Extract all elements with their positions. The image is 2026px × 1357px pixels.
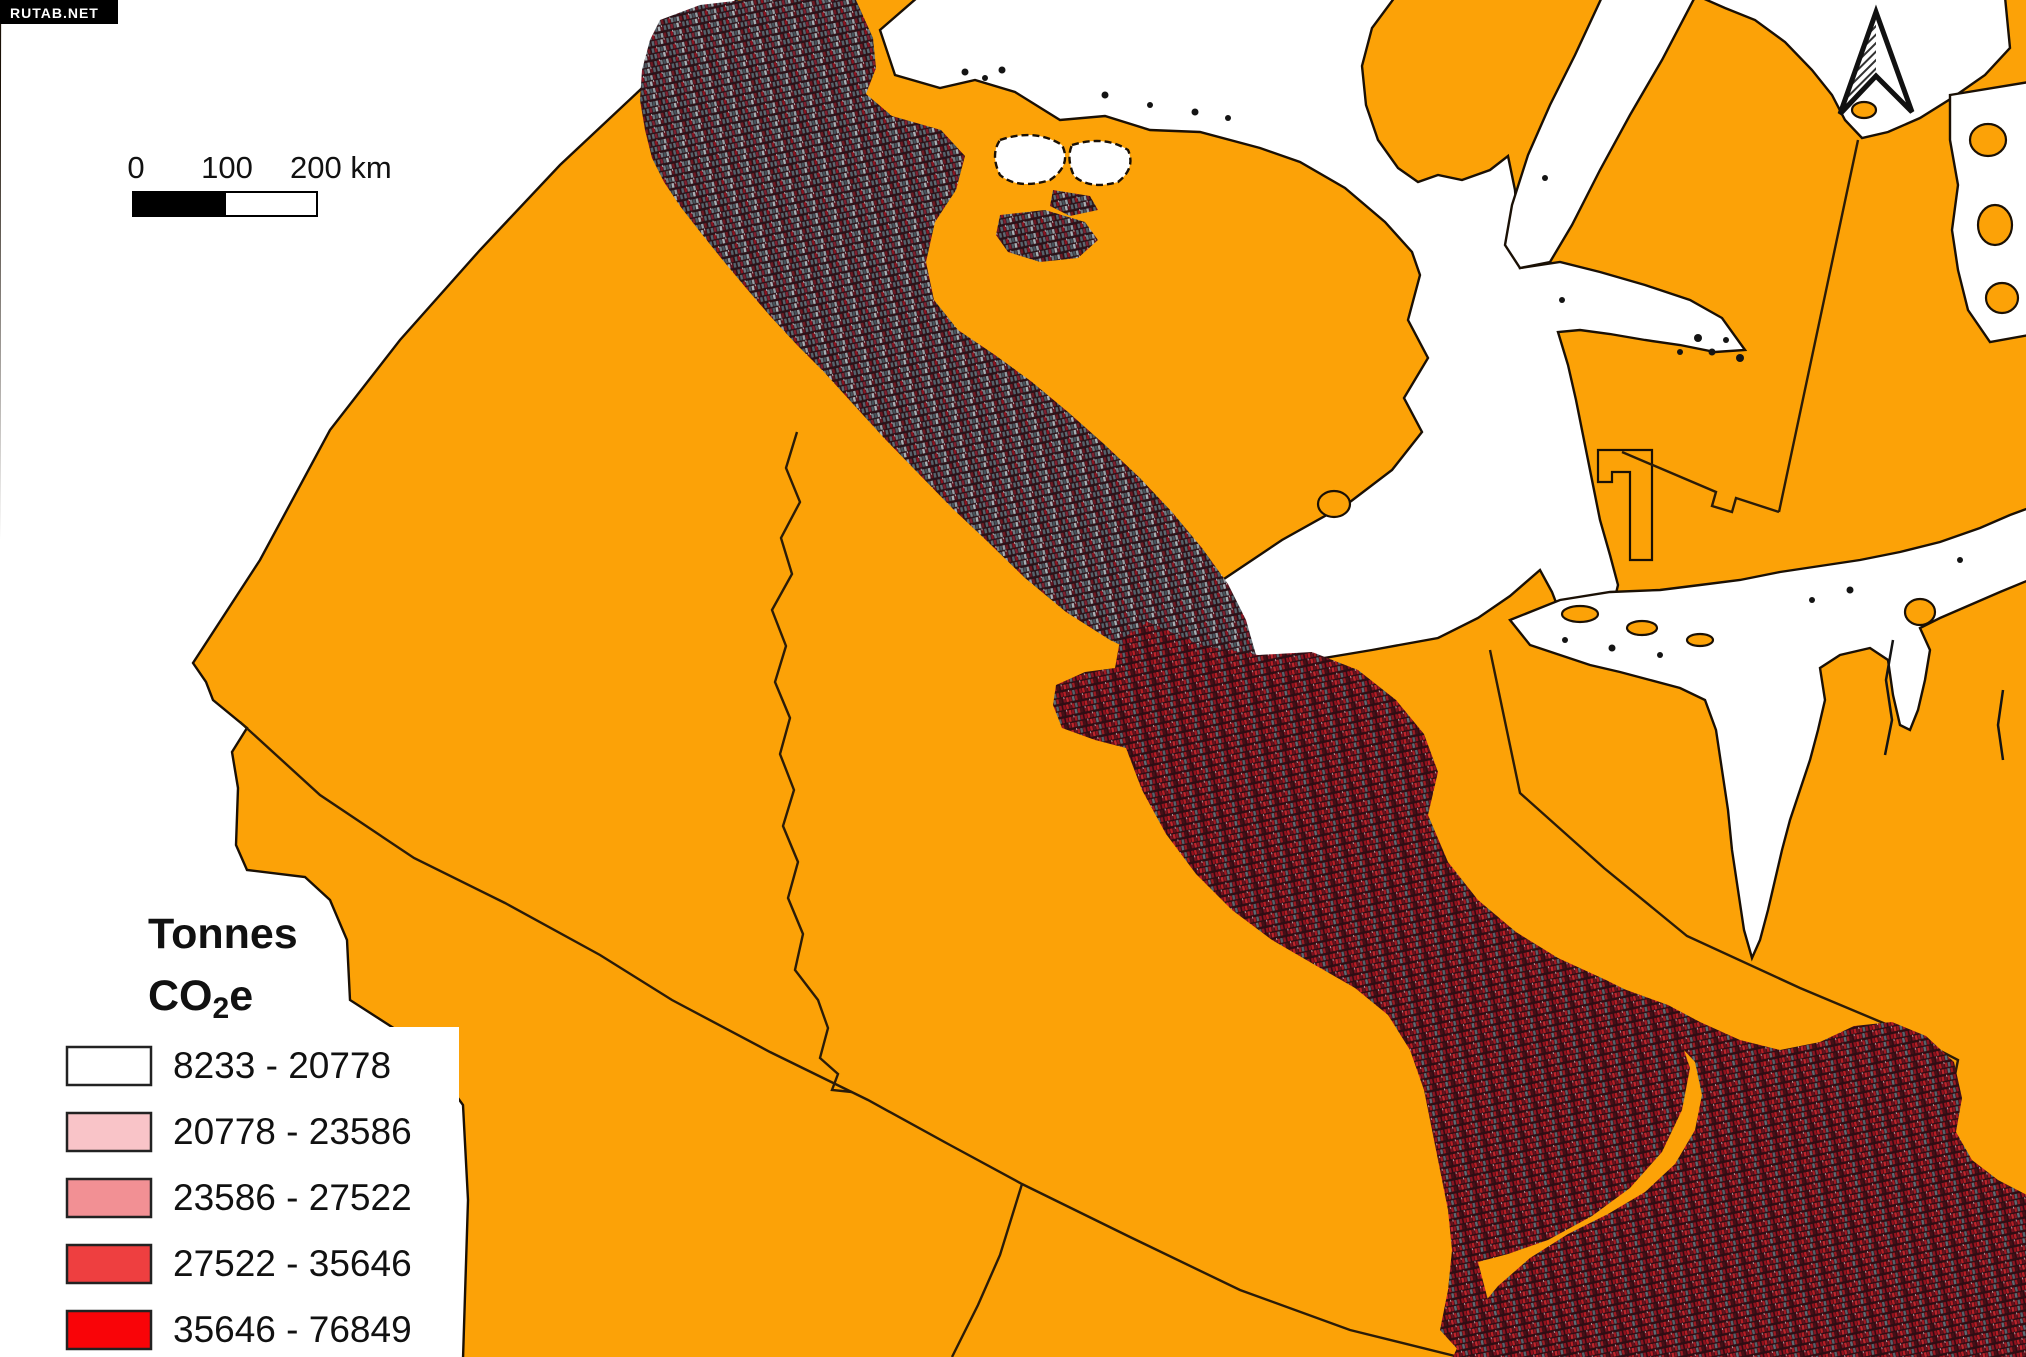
echannel-island-3 bbox=[1984, 281, 2020, 315]
border-diagonal bbox=[239, 721, 1460, 1357]
border-branch bbox=[950, 1183, 1024, 1357]
legend: Tonnes CO2e 8233 - 20778 20778 - 23586 2… bbox=[65, 910, 459, 1357]
water-ne-channel bbox=[1503, 0, 1695, 270]
north-arrow-icon bbox=[1837, 4, 1915, 116]
scale-tick-0: 0 bbox=[127, 150, 144, 185]
echannel-island-1 bbox=[1968, 122, 2008, 158]
border-ne-2 bbox=[1621, 450, 1780, 514]
scale-bar: 0 100 200 km bbox=[127, 150, 392, 217]
legend-swatch-class1 bbox=[65, 1045, 153, 1087]
boundary-layer bbox=[239, 139, 1960, 1357]
legend-title-line1: Tonnes bbox=[148, 910, 298, 958]
legend-item: 8233 - 20778 bbox=[65, 1045, 391, 1087]
island-layer bbox=[1316, 100, 2020, 648]
band-southeast bbox=[1452, 988, 2026, 1357]
band-coastal-patch-2 bbox=[1050, 190, 1098, 216]
legend-item: 23586 - 27522 bbox=[65, 1177, 412, 1219]
scale-tick-100: 100 bbox=[201, 150, 253, 185]
scale-tick-200: 200 km bbox=[290, 150, 392, 185]
legend-label-class2: 20778 - 23586 bbox=[173, 1111, 412, 1152]
legend-item: 35646 - 76849 bbox=[65, 1309, 412, 1351]
band-central bbox=[1053, 622, 1690, 1352]
legend-swatch-class4 bbox=[65, 1243, 153, 1285]
band-northwest bbox=[640, 0, 1259, 692]
border-ne-1 bbox=[1777, 139, 1860, 513]
river-squiggles bbox=[1883, 639, 2005, 761]
islet-specks bbox=[961, 66, 1963, 658]
watermark-label: RUTAB.NET bbox=[10, 5, 99, 21]
legend-title-line2: CO2e bbox=[148, 972, 253, 1025]
band-island-3 bbox=[1685, 632, 1715, 648]
legend-label-class1: 8233 - 20778 bbox=[173, 1045, 391, 1086]
legend-swatch-class5 bbox=[65, 1309, 153, 1351]
lake-donut-island bbox=[1903, 597, 1937, 627]
hook-peninsula bbox=[1596, 448, 1654, 562]
legend-swatch-class3 bbox=[65, 1177, 153, 1219]
legend-item: 20778 - 23586 bbox=[65, 1111, 412, 1153]
bay-island bbox=[1850, 100, 1878, 120]
emission-band-layer bbox=[640, 0, 2026, 1357]
echannel-island-2 bbox=[1976, 203, 2014, 247]
legend-label-class5: 35646 - 76849 bbox=[173, 1309, 412, 1350]
water-inlet-1 bbox=[993, 133, 1067, 186]
band-island-1 bbox=[1560, 604, 1600, 624]
legend-label-class3: 23586 - 27522 bbox=[173, 1177, 412, 1218]
band-island-2 bbox=[1625, 619, 1659, 637]
gulf-island bbox=[1316, 489, 1352, 519]
scale-bar-white-segment bbox=[224, 191, 318, 217]
border-river bbox=[770, 431, 853, 1094]
water-inlet-2 bbox=[1068, 139, 1132, 187]
band-coastal-patch-1 bbox=[996, 210, 1098, 262]
legend-item: 27522 - 35646 bbox=[65, 1243, 412, 1285]
scale-bar-black-segment bbox=[132, 191, 226, 217]
watermark-badge: RUTAB.NET bbox=[0, 0, 118, 24]
legend-label-class4: 27522 - 35646 bbox=[173, 1243, 412, 1284]
legend-swatch-class2 bbox=[65, 1111, 153, 1153]
